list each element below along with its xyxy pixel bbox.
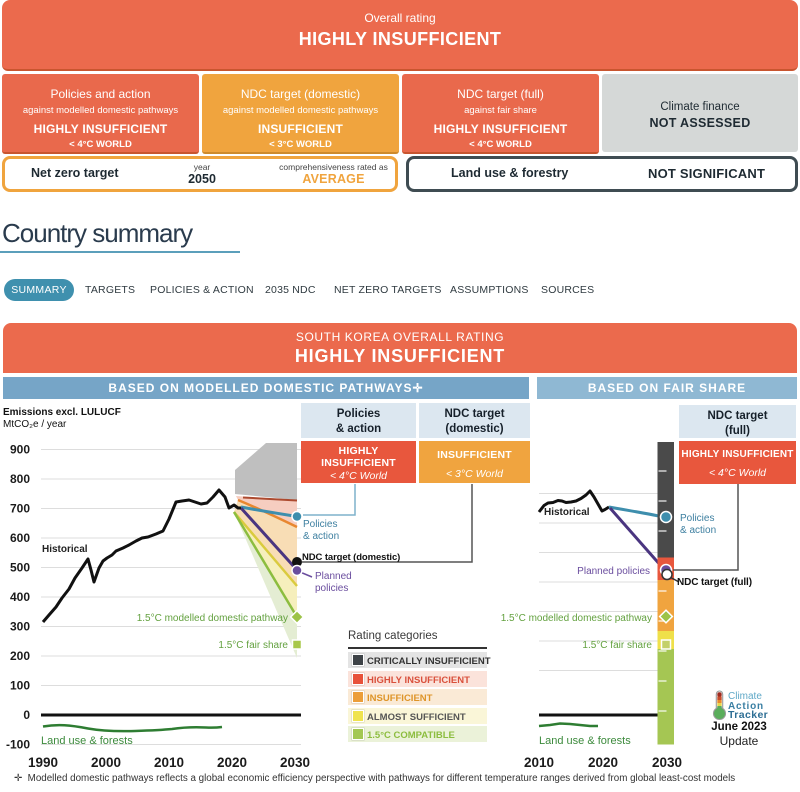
svg-text:Planned policies: Planned policies bbox=[577, 566, 650, 577]
svg-text:Planned: Planned bbox=[315, 571, 352, 582]
svg-text:2010: 2010 bbox=[154, 755, 184, 770]
svg-text:& action: & action bbox=[680, 525, 716, 536]
svg-text:100: 100 bbox=[10, 679, 30, 693]
svg-text:1.5°C modelled domestic pathwa: 1.5°C modelled domestic pathway bbox=[501, 613, 652, 624]
svg-text:200: 200 bbox=[10, 649, 30, 663]
svg-text:2030: 2030 bbox=[280, 755, 310, 770]
svg-text:800: 800 bbox=[10, 472, 30, 486]
svg-text:400: 400 bbox=[10, 590, 30, 604]
svg-text:0: 0 bbox=[23, 708, 30, 722]
svg-text:-100: -100 bbox=[6, 738, 30, 752]
svg-text:policies: policies bbox=[315, 583, 348, 594]
svg-text:1.5°C fair share: 1.5°C fair share bbox=[582, 640, 652, 651]
svg-text:900: 900 bbox=[10, 443, 30, 457]
svg-text:300: 300 bbox=[10, 620, 30, 634]
svg-text:700: 700 bbox=[10, 502, 30, 516]
svg-text:NDC target (domestic): NDC target (domestic) bbox=[302, 552, 400, 563]
svg-text:2000: 2000 bbox=[91, 755, 121, 770]
svg-text:Historical: Historical bbox=[42, 544, 88, 555]
svg-text:2030: 2030 bbox=[652, 755, 682, 770]
svg-text:1.5°C modelled domestic pathwa: 1.5°C modelled domestic pathway bbox=[137, 613, 288, 624]
svg-text:2020: 2020 bbox=[588, 755, 618, 770]
svg-text:Policies: Policies bbox=[303, 519, 337, 530]
svg-text:& action: & action bbox=[303, 531, 339, 542]
svg-text:Historical: Historical bbox=[544, 507, 590, 518]
svg-text:Land use & forests: Land use & forests bbox=[41, 735, 133, 747]
svg-text:1.5°C fair share: 1.5°C fair share bbox=[218, 640, 288, 651]
svg-text:600: 600 bbox=[10, 531, 30, 545]
svg-text:Land use & forests: Land use & forests bbox=[539, 735, 631, 747]
svg-text:NDC target (full): NDC target (full) bbox=[677, 577, 752, 588]
svg-text:500: 500 bbox=[10, 561, 30, 575]
svg-text:2020: 2020 bbox=[217, 755, 247, 770]
svg-text:Policies: Policies bbox=[680, 513, 714, 524]
svg-text:2010: 2010 bbox=[524, 755, 554, 770]
svg-text:1990: 1990 bbox=[28, 755, 58, 770]
